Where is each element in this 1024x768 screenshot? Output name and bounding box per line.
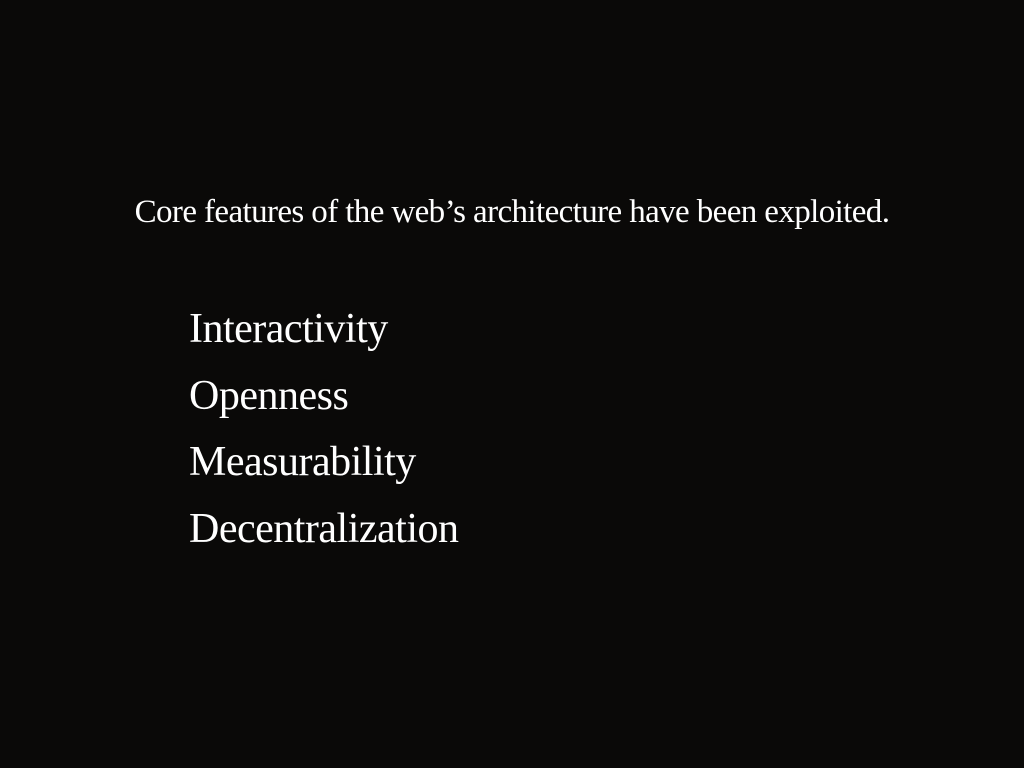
slide-headline: Core features of the web’s architecture …: [134, 194, 890, 230]
feature-item-openness: Openness: [189, 372, 349, 419]
feature-list: Interactivity Openness Measurability Dec…: [189, 296, 459, 562]
feature-item-measurability: Measurability: [189, 439, 416, 485]
feature-item-interactivity: Interactivity: [189, 306, 388, 352]
feature-item-decentralization: Decentralization: [189, 505, 459, 552]
